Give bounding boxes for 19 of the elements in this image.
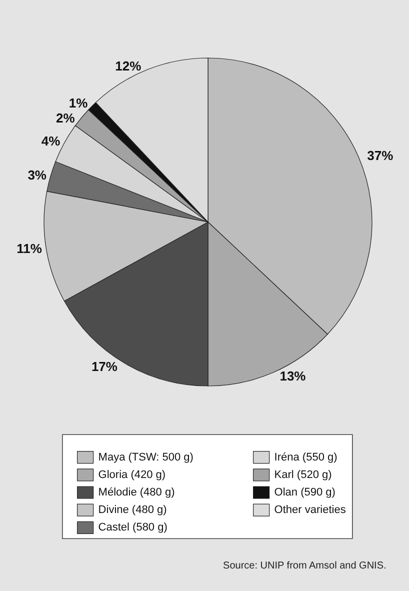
source-note: Source: UNIP from Amsol and GNIS. [223, 560, 386, 572]
data-label: 1% [68, 96, 88, 111]
data-label: 17% [91, 359, 118, 374]
data-label: 13% [280, 368, 306, 384]
data-label: 3% [28, 168, 47, 183]
data-label: 37% [367, 148, 394, 163]
legend-label: Mélodie (480 g) [98, 486, 175, 498]
legend-label: Castel (580 g) [98, 522, 168, 534]
legend-label: Other varieties [274, 504, 346, 516]
legend-label: Iréna (550 g) [274, 451, 338, 464]
data-label: 4% [41, 134, 61, 149]
legend-label: Karl (520 g) [274, 468, 332, 481]
legend-label: Gloria (420 g) [98, 468, 166, 481]
legend-label: Divine (480 g) [98, 504, 167, 516]
data-label: 2% [56, 110, 76, 126]
legend-label: Maya (TSW: 500 g) [98, 451, 194, 464]
data-label: 11% [16, 240, 42, 256]
legend-label: Olan (590 g) [274, 486, 336, 498]
data-label: 12% [115, 58, 142, 74]
